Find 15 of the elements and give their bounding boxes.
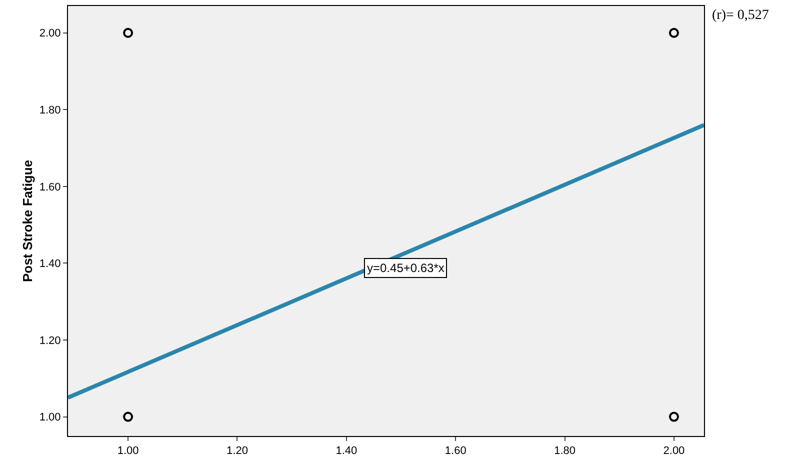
x-tick-label: 1.00 (117, 445, 139, 458)
y-tick-label: 1.80 (39, 104, 61, 117)
y-tick-label: 1.40 (39, 258, 61, 270)
y-tick-label: 2.00 (39, 28, 61, 40)
y-tick-label: 1.20 (39, 334, 61, 347)
y-tick-label: 1.60 (39, 181, 61, 194)
x-tick-label: 1.40 (336, 445, 358, 458)
text: (r)= 0,527 (712, 8, 769, 23)
annotation: y=0.45+0.63*x (367, 261, 444, 275)
y-axis-title: Post Stroke Fatigue (20, 160, 35, 282)
x-tick-label: 1.60 (444, 445, 466, 458)
x-tick-label: 1.80 (554, 445, 576, 458)
y-tick-label: 1.00 (39, 412, 61, 424)
x-tick-label: 1.20 (226, 445, 248, 458)
x-tick-label: 2.00 (663, 445, 685, 458)
